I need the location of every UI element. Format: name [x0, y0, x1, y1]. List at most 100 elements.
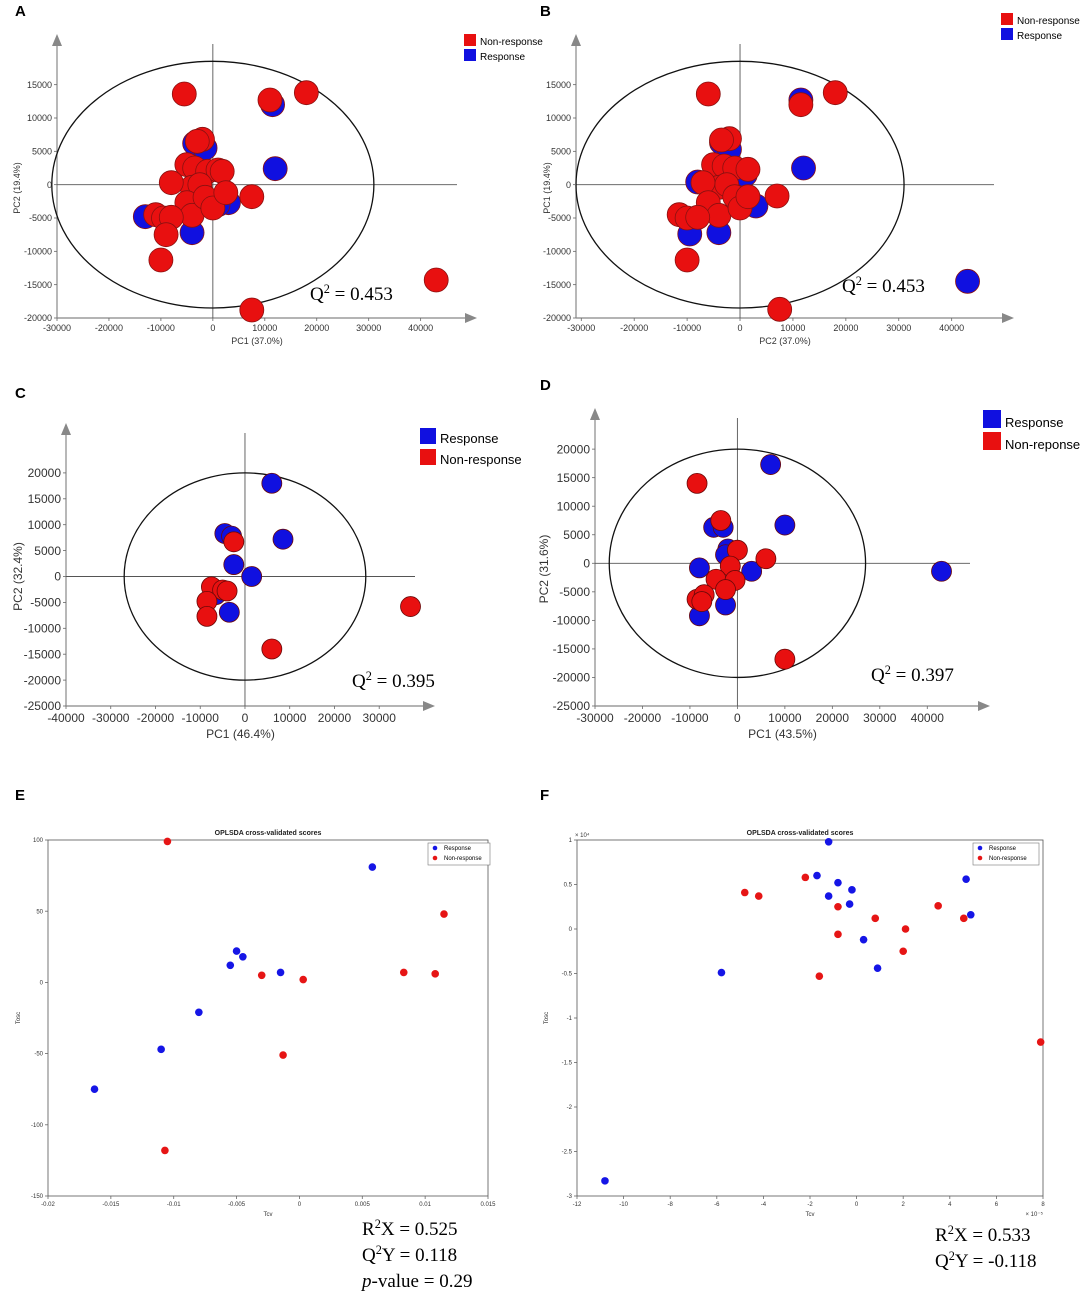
data-point [834, 879, 842, 887]
data-point [294, 81, 318, 105]
x-tick-label: -10000 [147, 323, 175, 333]
data-point [258, 971, 266, 979]
x-tick-label: 0 [210, 323, 215, 333]
stat-line-part: X = 0.533 [954, 1225, 1031, 1246]
data-point [195, 1009, 203, 1017]
q2-annotation: Q2 = 0.453 [310, 282, 393, 305]
data-point [258, 88, 282, 112]
y-tick-label: 15000 [557, 471, 591, 485]
data-point [956, 269, 980, 293]
data-point [675, 248, 699, 272]
data-point [299, 976, 307, 984]
x-axis-label: Tcv [264, 1212, 273, 1218]
data-point [154, 223, 178, 247]
series-non-response [197, 532, 421, 659]
data-point [149, 248, 173, 272]
y-tick-label: -2.5 [562, 1150, 573, 1156]
y-tick-label: -10000 [543, 246, 571, 256]
data-point [424, 268, 448, 292]
data-point [440, 910, 448, 918]
y-tick-label: -2 [567, 1105, 573, 1111]
stat-line: Q2Y = -0.118 [935, 1249, 1037, 1272]
data-point [263, 157, 287, 181]
y-tick-label: -15000 [24, 280, 52, 290]
x-tick-label: -30000 [92, 711, 130, 725]
legend: Non-responseResponse [464, 34, 543, 63]
y-axis-label: PC1 (19.4%) [542, 162, 552, 214]
x-tick-label: -30000 [567, 323, 595, 333]
x-tick-label: -20000 [137, 711, 175, 725]
stat-italic: p [360, 1271, 372, 1292]
data-point [157, 1046, 165, 1054]
y-tick-label: -5000 [30, 596, 61, 610]
data-point [789, 93, 813, 117]
data-point [687, 473, 707, 493]
legend-label: Response [1017, 31, 1062, 42]
legend-swatch [420, 449, 436, 465]
y-axis-label: PC2 (19.4%) [12, 162, 22, 214]
panel-label: E [15, 787, 25, 804]
y-axis-arrow [61, 423, 71, 435]
y-tick-label: 15000 [546, 80, 571, 90]
data-point [91, 1085, 99, 1093]
y-tick-label: 0 [40, 981, 44, 987]
figure-canvas: A-30000 -20000 -10000 0 10000 20000 30000 40000… [0, 0, 1084, 1293]
panel-label: D [540, 377, 551, 394]
data-point [761, 455, 781, 475]
stat-line: R2X = 0.525 [362, 1217, 458, 1240]
x-tick-label: 10000 [768, 711, 802, 725]
y-tick-label: 0 [47, 180, 52, 190]
x-tick-label: -6 [714, 1202, 720, 1208]
data-point [756, 549, 776, 569]
y-tick-label: -150 [31, 1194, 44, 1200]
data-point [967, 911, 975, 919]
stat-rest: -value = 0.29 [372, 1271, 473, 1292]
legend-label: Response [1005, 415, 1064, 430]
y-tick-label: 5000 [551, 146, 571, 156]
panel-label: C [15, 385, 26, 402]
y-tick-label: 10000 [28, 518, 62, 532]
x-tick-label: 0 [734, 711, 741, 725]
data-point [775, 515, 795, 535]
x-tick-label: -8 [668, 1202, 674, 1208]
y-tick-label: 1 [569, 838, 573, 844]
x-tick-label: 10000 [780, 323, 805, 333]
x-tick-label: -0.01 [167, 1202, 181, 1208]
x-tick-label: -10000 [182, 711, 220, 725]
data-point [736, 157, 760, 181]
x-tick-label: 0.015 [480, 1202, 496, 1208]
stat-line-part: X = 0.525 [381, 1219, 458, 1240]
y-tick-label: 0 [569, 927, 573, 933]
q2-annotation-part: Q [842, 276, 856, 297]
data-point [689, 558, 709, 578]
y-axis-label: PC2 (32.4%) [11, 542, 25, 611]
data-point [219, 602, 239, 622]
series-response [689, 455, 951, 626]
data-point [871, 915, 879, 923]
x-tick-label: 6 [995, 1202, 999, 1208]
data-point [825, 892, 833, 900]
y-tick-label: -20000 [24, 673, 62, 687]
q2-annotation-part: Q [352, 671, 366, 692]
data-point [813, 872, 821, 880]
data-point [161, 1147, 169, 1155]
y-axis-label: PC2 (31.6%) [537, 535, 551, 604]
stat-line-part: R [362, 1219, 375, 1240]
x-tick-label: 0 [242, 711, 249, 725]
y-scale-factor: × 10⁴ [575, 832, 590, 839]
q2-annotation-part: = 0.395 [372, 671, 435, 692]
data-point [792, 156, 816, 180]
x-tick-label: -20000 [620, 323, 648, 333]
stat-line-part: Y = -0.118 [955, 1251, 1037, 1272]
data-point [279, 1051, 287, 1059]
data-point [755, 892, 763, 900]
y-tick-label: -25000 [24, 699, 62, 713]
data-point [802, 874, 810, 882]
series-response [206, 473, 293, 622]
data-point [401, 597, 421, 617]
data-point [765, 184, 789, 208]
data-point [932, 561, 952, 581]
data-point [239, 953, 247, 961]
y-axis-label: Tosc [16, 1012, 22, 1024]
y-tick-label: 15000 [28, 492, 62, 506]
